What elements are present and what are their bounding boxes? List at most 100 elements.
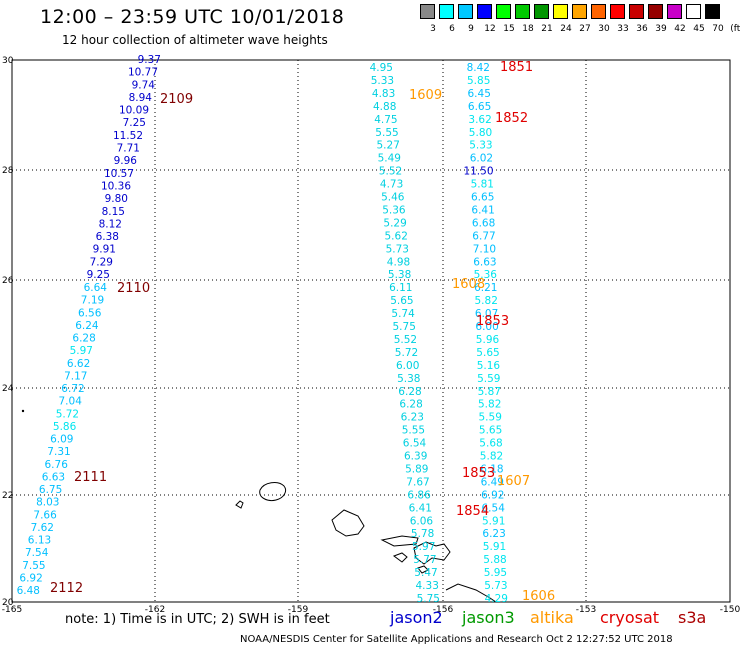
east-track-value: 8.42 (467, 62, 490, 74)
legend-label: 6 (449, 24, 455, 34)
east-track-value: 5.33 (469, 140, 492, 152)
mid-track-value: 4.88 (373, 101, 396, 113)
mid-track-value: 5.36 (382, 205, 406, 217)
mid-track-value: 7.67 (406, 476, 429, 488)
axis-tick-labels: -165 -162 -159 -156 -153 -150 30 28 26 24 22 20 (2, 56, 740, 615)
west-track-value: 6.75 (39, 484, 62, 496)
pass-time-label: 1607 (497, 474, 530, 489)
x-tick-label: -162 (145, 605, 165, 615)
west-track-value: 10.09 (119, 105, 149, 117)
mid-track-value: 5.49 (378, 153, 401, 165)
mid-track-value: 6.41 (409, 502, 432, 514)
pass-time-label: 1608 (452, 277, 485, 292)
legend-label: (ft) (730, 24, 740, 34)
west-track-value: 9.74 (132, 79, 156, 91)
west-track-value: 7.25 (123, 117, 146, 129)
footer-note: note: 1) Time is in UTC; 2) SWH is in fe… (65, 612, 330, 627)
mid-track-value: 5.72 (395, 347, 418, 359)
pass-time-label: 1853 (476, 314, 509, 329)
west-track-value: 9.96 (114, 155, 138, 167)
legend-swatch (515, 4, 530, 19)
legend-label: 70 (712, 24, 724, 34)
east-track-value: 5.85 (467, 75, 490, 87)
mid-track-value: 6.86 (407, 489, 431, 501)
east-track-value: 7.10 (473, 243, 496, 255)
west-track-value: 8.03 (36, 497, 59, 509)
mid-track-value: 5.97 (412, 541, 435, 553)
mid-track-value: 4.75 (374, 114, 397, 126)
west-track-value: 5.72 (56, 408, 79, 420)
mission-name: altika (530, 608, 574, 627)
west-track-value: 7.19 (81, 295, 104, 307)
island-lanai (392, 552, 408, 563)
west-track-value: 6.64 (84, 282, 108, 294)
west-track-value: 7.55 (22, 560, 45, 572)
west-track-value: 8.15 (102, 206, 125, 218)
mid-track-value: 5.55 (375, 127, 398, 139)
east-track-value: 5.87 (478, 386, 501, 398)
west-track-value: 10.77 (128, 67, 158, 79)
west-track-value: 10.57 (104, 168, 134, 180)
pass-time-label: 1851 (500, 60, 533, 75)
legend-label: 9 (468, 24, 474, 34)
west-track-value: 7.62 (31, 522, 54, 534)
east-track-value: 5.80 (469, 127, 492, 139)
west-track-value: 9.37 (138, 54, 161, 66)
mid-track-value: 6.28 (398, 386, 421, 398)
east-track-value: 6.63 (473, 256, 496, 268)
y-tick-label: 20 (2, 598, 14, 608)
mid-track-value: 5.33 (371, 75, 394, 87)
mid-track-value: 5.62 (385, 230, 408, 242)
east-track-value: 5.96 (476, 334, 500, 346)
east-track-value: 6.68 (472, 217, 495, 229)
x-tick-label: -150 (720, 605, 740, 615)
west-track-value: 7.04 (59, 396, 83, 408)
west-track-value: 5.86 (53, 421, 77, 433)
mid-track-value: 4.83 (372, 88, 395, 100)
east-track-value: 6.65 (468, 101, 491, 113)
x-tick-label: -165 (2, 605, 22, 615)
legend-label: 27 (579, 24, 591, 34)
mid-track-value: 5.75 (417, 593, 440, 605)
mission-name: jason3 (462, 608, 515, 627)
east-track-value: 6.65 (471, 192, 494, 204)
y-tick-label: 22 (2, 491, 13, 501)
mid-track-value: 6.54 (403, 438, 427, 450)
mid-track-value: 6.23 (401, 412, 424, 424)
map-subtitle: 12 hour collection of altimeter wave hei… (62, 33, 328, 47)
east-track-value: 6.23 (482, 528, 505, 540)
legend-label: 12 (484, 24, 496, 34)
east-track-value: 5.59 (477, 373, 500, 385)
mid-track-value: 6.28 (399, 399, 422, 411)
mid-track-value: 5.47 (414, 567, 437, 579)
west-track-value: 9.25 (87, 269, 110, 281)
mission-name: s3a (678, 608, 707, 627)
mid-track-value: 4.98 (387, 256, 410, 268)
east-track-value: 5.91 (482, 515, 505, 527)
east-track-value: 6.00 (475, 321, 498, 333)
legend-swatch (477, 4, 492, 19)
east-track-value: 5.65 (476, 347, 499, 359)
west-track-value: 6.92 (19, 572, 42, 584)
mid-track-value: 5.52 (394, 334, 417, 346)
west-track-value: 6.72 (61, 383, 84, 395)
west-track-value: 6.24 (75, 320, 99, 332)
map-title: 12:00 – 23:59 UTC 10/01/2018 (40, 6, 345, 28)
mid-track-value: 5.77 (413, 554, 436, 566)
east-track-value: 6.02 (470, 153, 493, 165)
mid-track-value: 5.74 (391, 308, 415, 320)
east-track-value: 5.82 (478, 399, 501, 411)
mission-name: jason2 (390, 608, 443, 627)
west-track-value: 7.71 (117, 143, 140, 155)
east-track-value: 5.82 (475, 295, 498, 307)
legend-swatch (534, 4, 549, 19)
pass-time-label: 1853 (462, 466, 495, 481)
y-tick-label: 28 (2, 166, 14, 176)
west-track-value: 6.62 (67, 358, 90, 370)
west-track-value: 8.12 (99, 218, 122, 230)
west-track-value: 7.66 (33, 509, 57, 521)
legend-label: 39 (655, 24, 667, 34)
mid-track-value: 4.95 (370, 62, 393, 74)
mid-track-value: 5.38 (388, 269, 411, 281)
dot-marker (21, 409, 25, 413)
